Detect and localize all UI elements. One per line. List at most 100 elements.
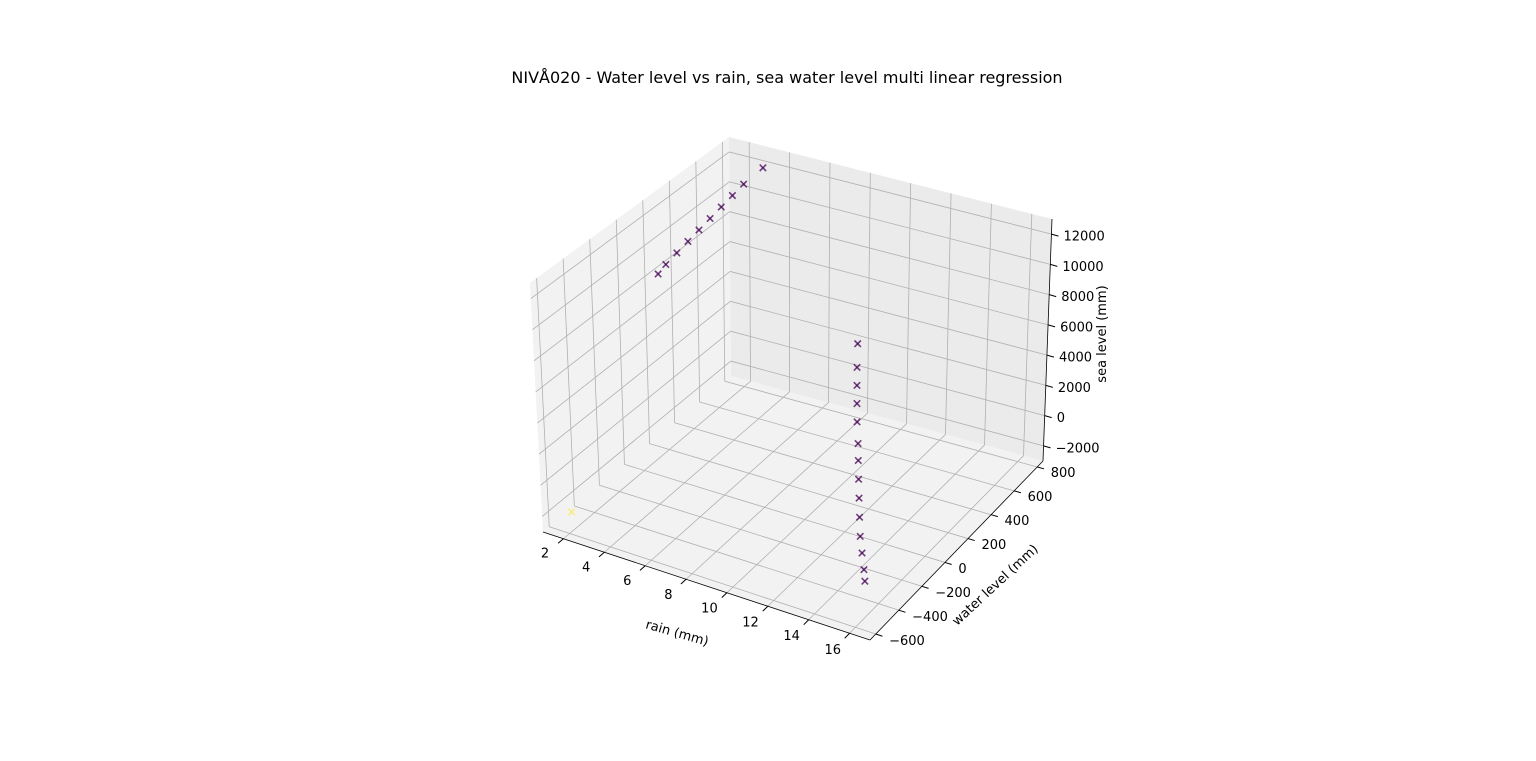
rain-tick-label: 14 <box>783 629 800 644</box>
scatter-points <box>567 164 869 585</box>
back-pane <box>729 137 1052 461</box>
rain-tick-mark <box>557 538 564 544</box>
scatter-point-stroke <box>853 363 861 372</box>
water-level-tick-label: 0 <box>958 562 966 577</box>
sea-level-tick-label: 0 <box>1057 411 1065 426</box>
rain-tick-mark <box>680 578 687 585</box>
grid-lines <box>530 141 1052 635</box>
rain-axis-line <box>542 531 871 641</box>
rain-tick-label: 2 <box>541 547 549 562</box>
rain-tick-label: 4 <box>582 560 590 575</box>
axes-panes <box>530 137 1052 640</box>
scatter-point-stroke <box>853 339 862 348</box>
scatter-point-stroke <box>759 164 767 172</box>
scatter-point <box>695 226 703 234</box>
rain-tick-label: 6 <box>623 574 631 589</box>
grid-line-z <box>730 330 1045 417</box>
sea-level-tick-label: 10000 <box>1062 260 1103 275</box>
water-level-tick-mark <box>990 514 998 518</box>
water-level-tick-mark <box>944 561 952 565</box>
sea-level-axis-ticks: −2000 0 2000 4000 6000 8000 10000 12000 <box>1043 230 1105 456</box>
scatter-point-stroke <box>860 565 868 574</box>
grid-line-x <box>906 183 912 424</box>
scatter-point <box>662 260 670 269</box>
scatter-point <box>717 203 726 211</box>
water-level-tick-mark <box>898 609 906 613</box>
rain-tick-mark <box>721 592 728 598</box>
scatter-point <box>567 508 576 516</box>
sea-level-tick-label: 4000 <box>1059 351 1092 366</box>
grid-line-y <box>695 161 701 403</box>
chart-title: NIVÅ020 - Water level vs rain, sea water… <box>511 68 1062 87</box>
scatter-point-stroke <box>854 439 862 448</box>
grid-line-x <box>984 203 992 446</box>
water-level-tick-mark <box>967 538 975 542</box>
grid-line-z <box>540 330 731 486</box>
grid-line-z <box>530 151 730 299</box>
scatter-point-stroke <box>861 577 869 585</box>
rain-tick-mark <box>803 619 810 626</box>
scatter-point <box>853 399 861 408</box>
scatter-point <box>673 249 681 257</box>
rain-tick-label: 8 <box>664 588 672 603</box>
scatter-point-stroke <box>854 456 863 465</box>
grid-line-z <box>729 211 1050 296</box>
scatter-point <box>861 577 869 585</box>
grid-line-z <box>729 241 1049 326</box>
sea-level-tick-mark <box>1049 294 1057 298</box>
scatter-point <box>855 494 863 502</box>
scatter-point-stroke <box>673 249 681 257</box>
rain-tick-label: 16 <box>824 643 841 658</box>
scatter-point-stroke <box>853 381 861 390</box>
scatter-point <box>856 532 864 541</box>
grid-line-z <box>730 360 1044 447</box>
sea-level-tick-mark <box>1044 415 1052 419</box>
sea-level-tick-mark <box>1050 263 1058 267</box>
scatter-point <box>706 214 714 223</box>
water-level-tick-label: 600 <box>1028 490 1053 505</box>
grid-line-z <box>730 271 1048 356</box>
sea-level-tick-label: 8000 <box>1061 290 1094 305</box>
sea-level-tick-label: −2000 <box>1056 441 1100 456</box>
scatter-point <box>728 191 737 200</box>
scatter-point-stroke <box>706 214 714 223</box>
grid-line-z <box>538 300 731 455</box>
scatter-point <box>855 513 864 521</box>
grid-line-z <box>729 181 1051 265</box>
rain-tick-label: 12 <box>742 615 759 630</box>
rain-axis-label: rain (mm) <box>644 618 710 650</box>
water-level-tick-mark <box>1037 466 1045 470</box>
grid-line-y <box>721 141 726 382</box>
grid-line-y <box>699 401 1015 492</box>
left-pane <box>530 137 731 532</box>
scatter-point <box>854 439 862 448</box>
sea-level-tick-mark <box>1047 324 1056 328</box>
floor-pane <box>543 376 1043 640</box>
scatter-point-stroke <box>854 475 863 484</box>
scatter-point-stroke <box>567 508 576 516</box>
grid-line-y <box>574 505 899 611</box>
scatter-point <box>684 237 692 246</box>
water-level-tick-label: 200 <box>981 538 1006 553</box>
scatter-point-stroke <box>855 494 863 502</box>
water-level-tick-label: 400 <box>1005 514 1030 529</box>
grid-line-y <box>615 219 625 465</box>
sea-level-axis-line <box>1042 218 1053 462</box>
grid-line-x <box>945 193 952 435</box>
scatter-point <box>858 549 866 557</box>
grid-line-y <box>674 422 992 516</box>
grid-line-z <box>541 360 732 517</box>
sea-level-tick-label: 12000 <box>1063 230 1104 245</box>
scatter-point-stroke <box>858 549 866 557</box>
scatter-point-stroke <box>654 270 662 278</box>
sea-level-tick-mark <box>1045 384 1053 388</box>
rain-tick-mark <box>598 551 605 558</box>
scatter-point <box>853 339 862 348</box>
scatter-point-stroke <box>728 191 737 200</box>
sea-level-tick-label: 2000 <box>1058 381 1091 396</box>
scatter-point-stroke <box>684 237 692 246</box>
rain-tick-mark <box>762 605 769 612</box>
grid-line-x <box>867 172 871 414</box>
sea-level-tick-mark <box>1043 445 1051 449</box>
scatter-point-stroke <box>853 399 861 408</box>
